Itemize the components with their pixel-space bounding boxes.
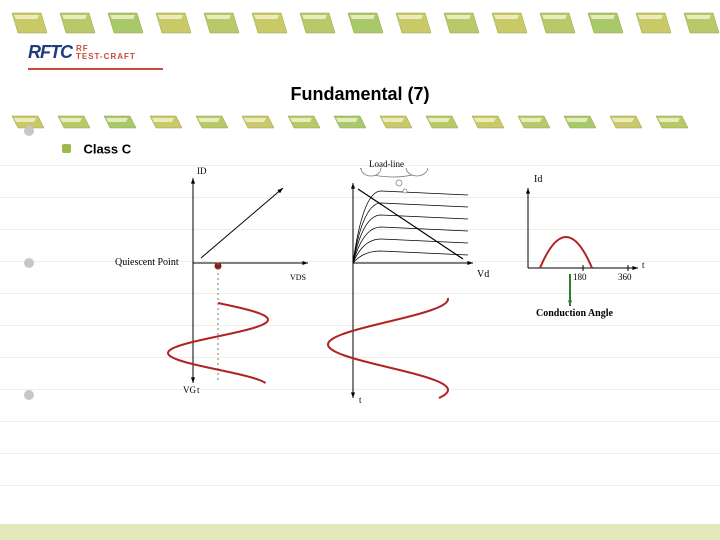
diagram-svg — [108, 168, 663, 438]
logo-main-text: RFTC — [28, 42, 72, 63]
slide-title: Fundamental (7) — [0, 84, 720, 105]
label-tick-360: 360 — [618, 272, 632, 282]
footer-bar — [0, 524, 720, 540]
label-t-2: t — [359, 395, 362, 405]
slide-root: RFTC RF TEST-CRAFT Fundamental (7) Class… — [0, 0, 720, 540]
top-stripe-band — [0, 10, 720, 36]
label-load-line: Load-line — [369, 159, 404, 169]
label-id-left: ID — [197, 166, 207, 176]
logo-sub2: TEST-CRAFT — [76, 53, 136, 61]
bullet-dot-icon — [62, 144, 71, 153]
logo-underline — [28, 68, 163, 70]
bullet-text: Class C — [83, 141, 131, 156]
label-tick-180: 180 — [573, 272, 587, 282]
label-t-1: t — [197, 385, 200, 395]
label-vds: VDS — [290, 273, 306, 282]
label-conduction-angle: Conduction Angle — [536, 308, 613, 319]
label-vg: VG — [183, 385, 196, 395]
logo: RFTC RF TEST-CRAFT — [28, 42, 136, 63]
label-quiescent-point: Quiescent Point — [115, 257, 179, 268]
label-t-3: t — [642, 260, 645, 270]
second-stripe-band — [0, 113, 720, 131]
label-vd: Vd — [477, 269, 489, 280]
label-id-right: Id — [534, 174, 542, 185]
bullet-row: Class C — [62, 140, 131, 158]
class-c-diagram: Quiescent Point Load-line ID VDS Vd Id V… — [108, 168, 663, 438]
